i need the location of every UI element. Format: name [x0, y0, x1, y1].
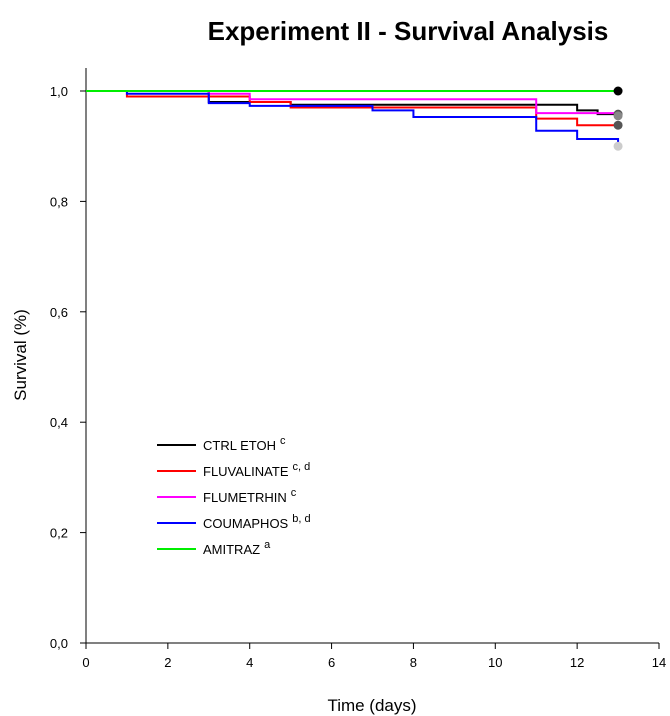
y-tick-group: 0,0 0,2 0,4 0,6 0,8 1,0 — [50, 84, 86, 651]
y-tick-label: 0,2 — [50, 526, 68, 541]
legend: CTRL ETOH c FLUVALINATE c, d FLUMETRHIN c COUM… — [157, 435, 311, 557]
series-line-coumaphos — [86, 90, 620, 147]
x-tick-label: 2 — [164, 655, 171, 670]
series-group — [86, 90, 620, 147]
x-tick-label: 12 — [570, 655, 584, 670]
x-tick-label: 14 — [652, 655, 666, 670]
x-axis-label: Time (days) — [327, 696, 416, 715]
y-tick-label: 0,0 — [50, 636, 68, 651]
x-tick-label: 4 — [246, 655, 253, 670]
y-tick-label: 1,0 — [50, 84, 68, 99]
plot-area: 0,0 0,2 0,4 0,6 0,8 1,0 0 2 4 6 8 10 12 14 — [50, 68, 666, 670]
legend-label: AMITRAZ a — [203, 539, 271, 557]
legend-label: CTRL ETOH c — [203, 435, 286, 453]
end-marker-coumaphos — [613, 141, 623, 151]
x-tick-group: 0 2 4 6 8 10 12 14 — [82, 643, 666, 670]
y-axis-label: Survival (%) — [11, 309, 30, 401]
end-marker-fluvalinate — [613, 120, 623, 130]
legend-label: COUMAPHOS b, d — [203, 513, 311, 531]
end-marker-amitraz — [613, 86, 623, 96]
legend-label: FLUVALINATE c, d — [203, 461, 310, 479]
x-tick-label: 8 — [410, 655, 417, 670]
end-marker-group — [613, 86, 623, 151]
y-tick-label: 0,4 — [50, 415, 68, 430]
x-tick-label: 0 — [82, 655, 89, 670]
x-tick-label: 6 — [328, 655, 335, 670]
series-line-fluvalinate — [86, 90, 619, 127]
x-tick-label: 10 — [488, 655, 502, 670]
chart-title: Experiment II - Survival Analysis — [208, 16, 609, 46]
y-tick-label: 0,6 — [50, 305, 68, 320]
end-marker-flumetrhin — [613, 111, 623, 121]
y-tick-label: 0,8 — [50, 194, 68, 209]
legend-label: FLUMETRHIN c — [203, 487, 297, 505]
